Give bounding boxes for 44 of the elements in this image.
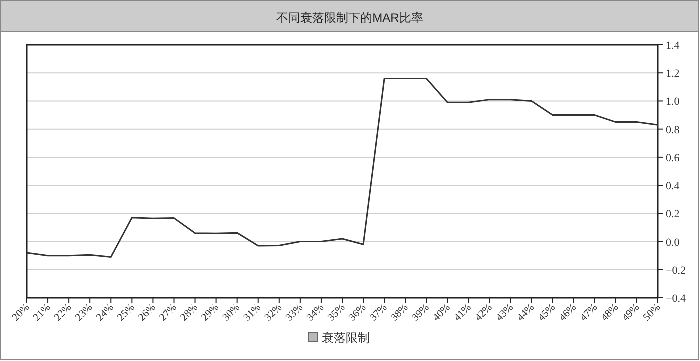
xtick: 21% [32, 302, 54, 324]
xtick: 37% [368, 302, 390, 324]
ytick: 0.0 [666, 236, 680, 249]
xtick: 32% [263, 302, 285, 324]
legend-label: 衰落限制 [322, 331, 370, 345]
xtick: 45% [536, 302, 558, 324]
ytick: −0.4 [666, 293, 686, 305]
xtick: 48% [600, 302, 622, 324]
xtick: 22% [52, 302, 74, 324]
xtick: 31% [242, 302, 264, 324]
xtick: 46% [558, 302, 579, 324]
xtick: 29% [200, 302, 222, 324]
xtick: 42% [473, 302, 495, 324]
ytick: 1.0 [666, 96, 680, 108]
xtick: 24% [94, 302, 116, 324]
xtick: 47% [578, 302, 600, 324]
xtick: 33% [284, 302, 306, 324]
ytick: 0.8 [666, 124, 680, 136]
xtick: 44% [516, 302, 537, 324]
xtick: 43% [494, 302, 516, 324]
legend: 衰落限制 [308, 331, 370, 345]
ytick: 0.4 [666, 180, 680, 193]
xtick: 20% [10, 302, 32, 324]
xtick: 41% [452, 302, 474, 324]
xtick: 38% [389, 302, 411, 324]
xtick: 36% [347, 302, 369, 324]
xtick: 26% [136, 302, 158, 324]
xtick: 23% [74, 302, 96, 324]
xtick: 27% [158, 302, 180, 324]
xtick: 25% [116, 302, 138, 324]
ytick: −0.2 [666, 264, 686, 277]
xtick: 39% [410, 302, 432, 324]
xtick: 40% [431, 302, 453, 324]
ytick: 0.2 [666, 208, 680, 221]
xtick: 50% [642, 302, 664, 324]
ytick: 0.6 [666, 152, 680, 164]
xtick: 30% [221, 302, 242, 324]
title: 不同衰落限制下的MAR比率 [276, 11, 424, 25]
xtick: 49% [620, 302, 642, 324]
ytick: 1.2 [666, 68, 680, 80]
xtick: 28% [179, 302, 200, 324]
xtick: 35% [326, 302, 348, 324]
xtick: 34% [305, 302, 327, 324]
ytick: 1.4 [666, 40, 680, 52]
